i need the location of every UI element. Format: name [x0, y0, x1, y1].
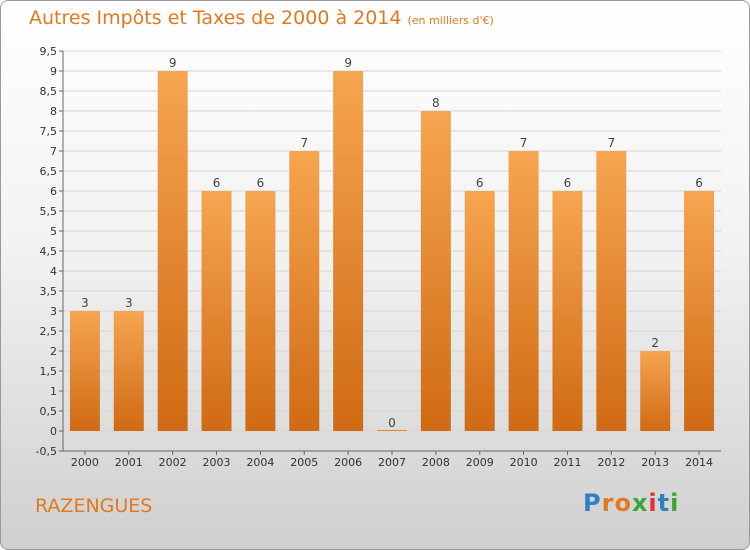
- y-tick-label: 7: [50, 145, 57, 158]
- data-label: 6: [695, 176, 703, 190]
- x-tick-label: 2009: [466, 456, 494, 469]
- bar-2005: [289, 151, 320, 431]
- bar-2014: [684, 191, 715, 431]
- y-tick-label: 5,5: [40, 205, 58, 218]
- bar-2004: [245, 191, 276, 431]
- data-label: 2: [651, 336, 659, 350]
- data-labels: 3 3 9 6 6 7 9 0 8 6 7 6 7 2 6: [81, 56, 703, 430]
- y-tick-label: 7,5: [40, 125, 58, 138]
- data-label: 8: [432, 96, 440, 110]
- x-tick-label: 2002: [159, 456, 187, 469]
- x-tick-label: 2000: [71, 456, 99, 469]
- x-tick-label: 2004: [246, 456, 274, 469]
- data-label: 9: [344, 56, 352, 70]
- y-tick-label: 1: [50, 385, 57, 398]
- data-label: 6: [213, 176, 221, 190]
- x-tick-label: 2010: [510, 456, 538, 469]
- x-tick-label: 2014: [685, 456, 713, 469]
- bar-2003: [201, 191, 232, 431]
- bar-2000: [69, 311, 100, 431]
- y-tick-label: 1,5: [40, 365, 58, 378]
- data-label: 7: [300, 136, 308, 150]
- y-tick-label: 6,5: [40, 165, 58, 178]
- y-tick-label: 0: [50, 425, 57, 438]
- x-tick-label: 2011: [553, 456, 581, 469]
- x-tick-label: 2008: [422, 456, 450, 469]
- data-label: 9: [169, 56, 177, 70]
- bars: [69, 71, 715, 431]
- title-text: Autres Impôts et Taxes de 2000 à 2014: [29, 7, 402, 29]
- x-tick-label: 2001: [115, 456, 143, 469]
- y-tick-label: 9,5: [40, 45, 58, 58]
- y-tick-label: 0,5: [40, 405, 58, 418]
- bar-2001: [113, 311, 144, 431]
- data-label: 3: [125, 296, 133, 310]
- y-tick-label: 8,5: [40, 85, 58, 98]
- x-tick-label: 2012: [597, 456, 625, 469]
- y-tick-label: 6: [50, 185, 57, 198]
- data-label: 6: [564, 176, 572, 190]
- y-tick-label: 2: [50, 345, 57, 358]
- data-label: 6: [476, 176, 484, 190]
- bar-2013: [640, 351, 671, 431]
- y-tick-label: 5: [50, 225, 57, 238]
- title-unit: (en milliers d'€): [407, 14, 494, 27]
- x-tick-label: 2007: [378, 456, 406, 469]
- axes: -0,5 0 0,5 1 1,5 2 2,5 3 3,5 4 4,5 5 5,5 6 6,5 7 7,5 8 8,5…: [36, 45, 721, 469]
- y-tick-label: -0,5: [36, 445, 57, 458]
- bar-2011: [552, 191, 583, 431]
- bar-2010: [508, 151, 539, 431]
- y-tick-label: 4: [50, 265, 57, 278]
- bar-2007: [377, 430, 407, 431]
- data-label: 3: [81, 296, 89, 310]
- y-tick-label: 8: [50, 105, 57, 118]
- x-tick-label: 2013: [641, 456, 669, 469]
- y-tick-label: 9: [50, 65, 57, 78]
- data-label: 0: [388, 416, 396, 430]
- bar-2006: [333, 71, 364, 431]
- x-tick-label: 2005: [290, 456, 318, 469]
- data-label: 7: [608, 136, 616, 150]
- y-tick-label: 3: [50, 305, 57, 318]
- data-label: 6: [257, 176, 265, 190]
- commune-name: RAZENGUES: [35, 495, 153, 517]
- bar-2009: [464, 191, 495, 431]
- proxiti-logo: Proxiti: [583, 489, 680, 517]
- bar-2002: [157, 71, 188, 431]
- y-tick-label: 2,5: [40, 325, 58, 338]
- bar-2012: [596, 151, 627, 431]
- chart-title: Autres Impôts et Taxes de 2000 à 2014 (en…: [29, 7, 494, 29]
- data-label: 7: [520, 136, 528, 150]
- x-tick-label: 2006: [334, 456, 362, 469]
- y-tick-label: 4,5: [40, 245, 58, 258]
- y-tick-label: 3,5: [40, 285, 58, 298]
- x-tick-label: 2003: [203, 456, 231, 469]
- bar-2008: [420, 111, 451, 431]
